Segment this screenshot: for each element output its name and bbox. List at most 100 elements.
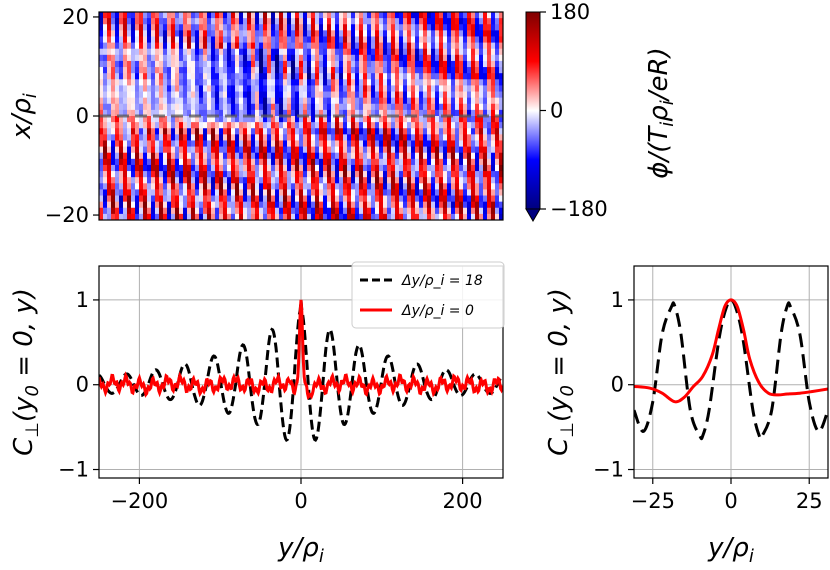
heatmap-cell (415, 85, 420, 93)
heatmap-cell (187, 12, 192, 19)
heatmap-cell (223, 164, 228, 172)
heatmap-cell (487, 60, 492, 68)
heatmap-cell (307, 122, 312, 129)
heatmap-cell (119, 60, 124, 68)
heatmap-cell (411, 140, 416, 148)
heatmap-cell (271, 116, 276, 123)
heatmap-cell (251, 18, 256, 25)
heatmap-cell (487, 201, 492, 209)
heatmap-cell (199, 42, 204, 50)
heatmap-cell (435, 201, 440, 209)
heatmap-cell (215, 183, 220, 191)
heatmap-cell (471, 201, 476, 209)
heatmap-cell (379, 103, 384, 111)
heatmap-cell (499, 85, 503, 93)
heatmap-cell (115, 152, 120, 160)
heatmap-cell (235, 109, 240, 117)
heatmap-cell (183, 60, 188, 68)
heatmap-cell (487, 30, 492, 38)
heatmap-cell (423, 73, 428, 80)
heatmap-cell (463, 48, 468, 56)
heatmap-cell (207, 134, 212, 142)
heatmap-cell (375, 42, 380, 50)
heatmap-cell (167, 73, 172, 80)
heatmap-cell (279, 140, 284, 148)
heatmap-cell (103, 103, 108, 111)
heatmap-cell (223, 207, 228, 215)
heatmap-cell (243, 103, 248, 111)
heatmap-cell (155, 152, 160, 160)
heatmap-cell (135, 122, 140, 129)
heatmap-cell (235, 36, 240, 44)
heatmap-cell (171, 91, 176, 99)
heatmap-cell (327, 195, 332, 203)
heatmap-cell (279, 12, 284, 19)
heatmap-cell (479, 48, 484, 56)
heatmap-cell (251, 116, 256, 123)
heatmap-cell (243, 207, 248, 215)
heatmap-cell (259, 195, 264, 203)
heatmap-cell (379, 140, 384, 148)
heatmap-cell (103, 152, 108, 160)
heatmap-cell (295, 201, 300, 209)
heatmap-cell (467, 54, 472, 62)
heatmap-cell (231, 158, 236, 166)
plot2-series-red (634, 298, 828, 404)
heatmap-cell (287, 24, 292, 31)
heatmap-cell (459, 79, 464, 87)
heatmap-cell (359, 146, 364, 154)
heatmap-cell (103, 122, 108, 129)
heatmap-cell (203, 201, 208, 209)
heatmap-cell (439, 97, 444, 105)
heatmap-cell (323, 146, 328, 154)
heatmap-cell (387, 128, 392, 135)
heatmap-cell (323, 103, 328, 111)
heatmap-cell (351, 30, 356, 38)
heatmap-cell (223, 79, 228, 87)
heatmap-cell (363, 171, 368, 178)
heatmap-cell (407, 97, 412, 105)
heatmap-cell (479, 60, 484, 68)
plot1-xlabel: y/ρi (277, 533, 324, 567)
heatmap-cell (319, 207, 324, 215)
heatmap-cell (123, 152, 128, 160)
heatmap-cell (295, 158, 300, 166)
heatmap-cell (383, 24, 388, 31)
heatmap-cell (395, 36, 400, 44)
heatmap-cell (363, 128, 368, 135)
heatmap-cell (459, 12, 464, 19)
heatmap-cell (239, 201, 244, 209)
heatmap-cell (295, 12, 300, 19)
heatmap-cell (475, 177, 480, 184)
heatmap-cell (387, 42, 392, 50)
heatmap-cell (371, 201, 376, 209)
heatmap-cell (123, 18, 128, 25)
plot1-series-red (99, 299, 503, 400)
heatmap-cell (135, 189, 140, 197)
heatmap-cell (231, 116, 236, 123)
heatmap-cell (159, 97, 164, 105)
heatmap-cell (375, 213, 380, 220)
heatmap-cell (343, 97, 348, 105)
heatmap-cell (495, 67, 500, 74)
heatmap-cell (139, 201, 144, 209)
heatmap-cell (227, 213, 232, 220)
heatmap-cell (451, 79, 456, 87)
heatmap-cell (319, 18, 324, 25)
heatmap-cell (211, 67, 216, 74)
heatmap-cell (395, 30, 400, 38)
heatmap-cell (307, 18, 312, 25)
heatmap-cell (347, 97, 352, 105)
heatmap-cell (419, 201, 424, 209)
heatmap-cell (243, 30, 248, 38)
legend: Δy/ρ_i = 18 Δy/ρ_i = 0 (351, 261, 505, 329)
heatmap-cell (383, 18, 388, 25)
heatmap-cell (375, 48, 380, 56)
heatmap-cell (263, 146, 268, 154)
heatmap-cell (375, 79, 380, 87)
heatmap-cell (463, 24, 468, 31)
heatmap-cell (127, 103, 132, 111)
heatmap-cell (447, 128, 452, 135)
heatmap-cell (471, 183, 476, 191)
